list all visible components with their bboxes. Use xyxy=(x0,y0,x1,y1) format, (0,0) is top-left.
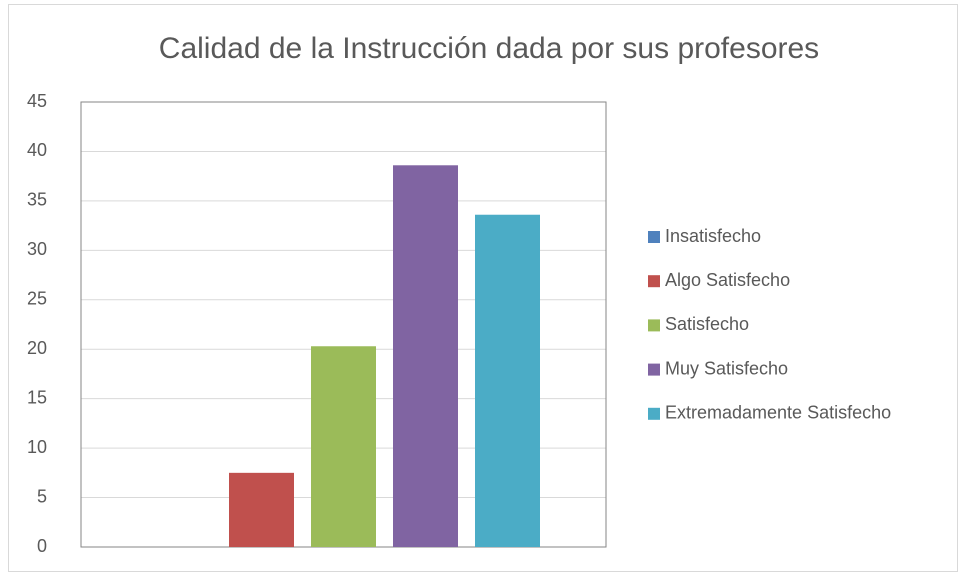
legend-swatch xyxy=(648,407,660,420)
legend-swatch xyxy=(648,275,660,288)
legend-swatch xyxy=(648,319,660,332)
bar xyxy=(393,165,458,548)
legend-swatch xyxy=(648,231,660,243)
legend-label: Satisfecho xyxy=(665,314,749,334)
y-tick-label: 40 xyxy=(27,140,47,160)
legend-label: Insatisfecho xyxy=(665,226,761,246)
y-tick-label: 20 xyxy=(27,338,47,358)
legend-label: Extremadamente Satisfecho xyxy=(665,403,891,423)
y-tick-label: 10 xyxy=(27,437,47,457)
y-tick-label: 5 xyxy=(37,486,47,506)
bar xyxy=(475,214,540,547)
y-tick-label: 25 xyxy=(27,289,47,309)
chart-title: Calidad de la Instrucción dada por sus p… xyxy=(159,32,819,65)
y-tick-label: 0 xyxy=(37,536,47,556)
legend-label: Muy Satisfecho xyxy=(665,358,788,378)
y-tick-label: 45 xyxy=(27,91,47,111)
y-tick-label: 30 xyxy=(27,239,47,259)
legend-swatch xyxy=(648,363,660,376)
legend-label: Algo Satisfecho xyxy=(665,270,790,290)
y-tick-label: 15 xyxy=(27,387,47,407)
y-tick-label: 35 xyxy=(27,190,47,210)
bar xyxy=(311,346,376,547)
bar xyxy=(229,472,294,547)
